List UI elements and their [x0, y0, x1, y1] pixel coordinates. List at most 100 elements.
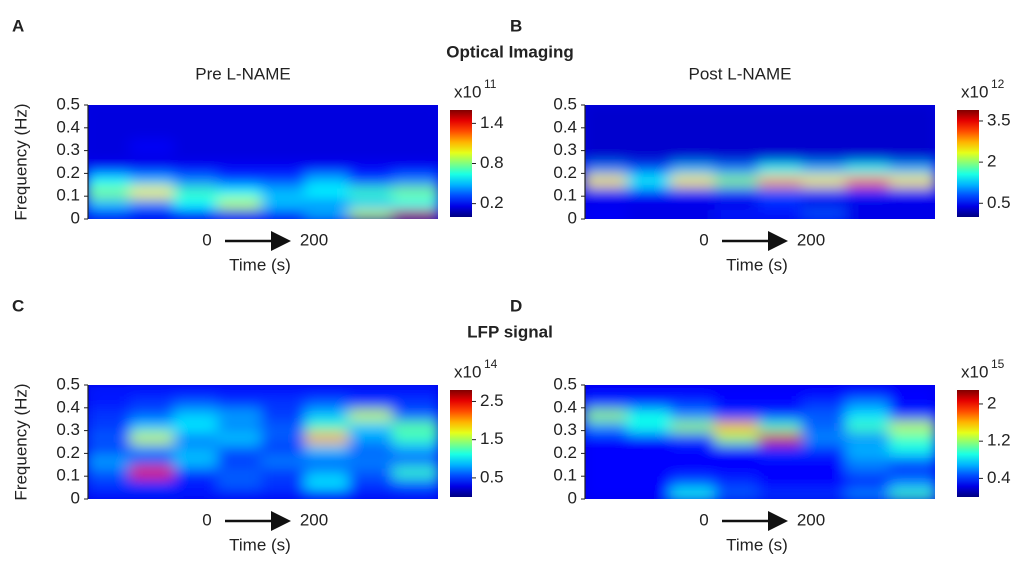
- heatmap-cell: [261, 385, 309, 399]
- y-axis-label: Frequency (Hz): [11, 383, 30, 500]
- heatmap-cell: [801, 105, 850, 119]
- heatmap-cells: [585, 385, 935, 499]
- colorbar-scale: x10: [961, 82, 988, 101]
- colorbar: [450, 110, 472, 217]
- x-end-label: 200: [300, 510, 328, 529]
- y-tick-label: 0.5: [553, 374, 577, 393]
- y-tick-label: 0.4: [553, 397, 577, 416]
- y-tick-label: 0.1: [553, 466, 577, 485]
- heatmap-cell: [173, 105, 222, 119]
- heatmap-cell: [845, 385, 894, 399]
- x-axis-label: Time (s): [726, 535, 788, 554]
- colorbar-scale: x10: [454, 82, 481, 101]
- panel-letter: A: [12, 16, 24, 35]
- colorbar-tick-label: 0.4: [987, 468, 1011, 487]
- y-tick-label: 0.2: [553, 443, 577, 462]
- colorbar-tick-label: 0.5: [480, 467, 504, 486]
- y-tick-label: 0: [71, 208, 80, 227]
- heatmap-cell: [217, 105, 265, 119]
- heatmap-cell: [217, 385, 265, 399]
- heatmap-cell: [261, 105, 309, 119]
- colorbar-tick-label: 1.5: [480, 429, 504, 448]
- heatmap: [585, 385, 935, 499]
- colorbar-exponent: 14: [484, 357, 498, 371]
- y-tick-label: 0.3: [56, 140, 80, 159]
- heatmap-cell: [845, 105, 894, 119]
- y-tick-label: 0.1: [553, 186, 577, 205]
- colorbar-tick-label: 2: [987, 152, 996, 171]
- heatmap-cell: [626, 105, 675, 119]
- y-tick-label: 0: [568, 208, 577, 227]
- y-tick-label: 0.4: [56, 397, 80, 416]
- heatmap-cell: [585, 385, 631, 399]
- y-tick-label: 0.3: [56, 420, 80, 439]
- heatmap: [585, 105, 935, 219]
- heatmap-cell: [758, 385, 806, 399]
- heatmap-cell: [88, 105, 134, 119]
- y-tick-label: 0.2: [553, 163, 577, 182]
- heatmap-cell: [889, 105, 935, 119]
- heatmap-cell: [889, 385, 935, 399]
- x-axis-label: Time (s): [726, 255, 788, 274]
- x-axis-label: Time (s): [229, 255, 291, 274]
- colorbar-scale: x10: [961, 362, 988, 381]
- heatmap-cell: [129, 105, 178, 119]
- heatmap-cell: [714, 105, 762, 119]
- colorbar-tick-label: 3.5: [987, 110, 1011, 129]
- colorbar: [450, 390, 472, 497]
- heatmap-cell: [585, 105, 631, 119]
- heatmap-cell: [88, 385, 134, 399]
- panel-letter: B: [510, 16, 522, 35]
- colorbar-exponent: 12: [991, 77, 1005, 91]
- heatmap: [88, 385, 438, 499]
- y-tick-label: 0.3: [553, 140, 577, 159]
- colorbar-exponent: 15: [991, 357, 1005, 371]
- heatmap-cell: [304, 105, 353, 119]
- panel-letter: D: [510, 296, 522, 315]
- heatmap-cell: [714, 385, 762, 399]
- panel-letter: C: [12, 296, 24, 315]
- colorbar-scale: x10: [454, 362, 481, 381]
- panel-title: Pre L-NAME: [195, 64, 290, 83]
- panel-title: Post L-NAME: [689, 64, 792, 83]
- colorbar-tick-label: 0.5: [987, 193, 1011, 212]
- section-heading: LFP signal: [467, 322, 553, 341]
- y-tick-label: 0.5: [56, 94, 80, 113]
- x-end-label: 200: [300, 230, 328, 249]
- y-tick-label: 0.1: [56, 466, 80, 485]
- colorbar-tick-label: 2.5: [480, 391, 504, 410]
- colorbar-tick-label: 0.8: [480, 153, 504, 172]
- y-tick-label: 0.3: [553, 420, 577, 439]
- x-start-label: 0: [699, 230, 708, 249]
- y-tick-label: 0.2: [56, 163, 80, 182]
- heatmap-cell: [670, 385, 719, 399]
- x-axis-label: Time (s): [229, 535, 291, 554]
- x-end-label: 200: [797, 510, 825, 529]
- heatmap: [88, 105, 438, 219]
- colorbar-tick-label: 1.4: [480, 113, 504, 132]
- y-tick-label: 0: [71, 488, 80, 507]
- heatmap-cell: [801, 385, 850, 399]
- y-tick-label: 0.4: [553, 117, 577, 136]
- y-tick-label: 0.2: [56, 443, 80, 462]
- colorbar: [957, 390, 979, 497]
- x-end-label: 200: [797, 230, 825, 249]
- heatmap-cells: [88, 385, 438, 499]
- heatmap-cells: [585, 105, 935, 219]
- y-tick-label: 0.5: [56, 374, 80, 393]
- y-tick-label: 0.5: [553, 94, 577, 113]
- colorbar: [957, 110, 979, 217]
- heatmap-cell: [304, 385, 353, 399]
- heatmap-cell: [758, 105, 806, 119]
- heatmap-cell: [173, 385, 222, 399]
- x-start-label: 0: [699, 510, 708, 529]
- heatmap-cell: [670, 105, 719, 119]
- y-axis-label: Frequency (Hz): [11, 103, 30, 220]
- heatmap-cell: [392, 385, 438, 399]
- heatmap-cell: [348, 105, 397, 119]
- heatmap-cell: [348, 385, 397, 399]
- colorbar-tick-label: 0.2: [480, 193, 504, 212]
- heatmap-cell: [392, 105, 438, 119]
- y-tick-label: 0.4: [56, 117, 80, 136]
